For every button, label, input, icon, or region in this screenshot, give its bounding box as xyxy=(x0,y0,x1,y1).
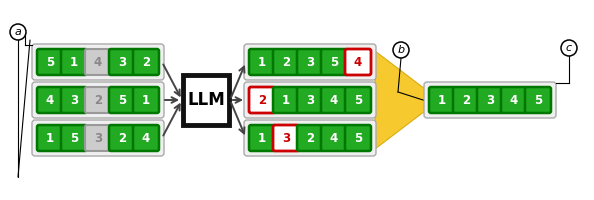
Text: 5: 5 xyxy=(118,94,126,106)
Text: 3: 3 xyxy=(486,94,494,106)
FancyBboxPatch shape xyxy=(244,120,376,156)
Text: 4: 4 xyxy=(330,132,338,144)
Text: 5: 5 xyxy=(70,132,78,144)
Text: 3: 3 xyxy=(306,55,314,68)
FancyBboxPatch shape xyxy=(273,87,299,113)
Text: 3: 3 xyxy=(282,132,290,144)
FancyBboxPatch shape xyxy=(321,87,347,113)
Text: b: b xyxy=(397,45,405,55)
FancyBboxPatch shape xyxy=(85,49,111,75)
Text: 4: 4 xyxy=(510,94,518,106)
FancyBboxPatch shape xyxy=(109,125,135,151)
FancyBboxPatch shape xyxy=(345,87,371,113)
FancyBboxPatch shape xyxy=(32,120,164,156)
FancyBboxPatch shape xyxy=(109,87,135,113)
Text: 3: 3 xyxy=(306,94,314,106)
Text: c: c xyxy=(566,43,572,53)
FancyBboxPatch shape xyxy=(477,87,503,113)
FancyBboxPatch shape xyxy=(501,87,527,113)
Circle shape xyxy=(393,42,409,58)
Text: a: a xyxy=(15,27,21,37)
FancyBboxPatch shape xyxy=(345,49,371,75)
FancyBboxPatch shape xyxy=(61,125,87,151)
FancyBboxPatch shape xyxy=(453,87,479,113)
FancyBboxPatch shape xyxy=(429,87,455,113)
FancyBboxPatch shape xyxy=(32,82,164,118)
Text: 2: 2 xyxy=(118,132,126,144)
Text: 2: 2 xyxy=(258,94,266,106)
Text: 3: 3 xyxy=(70,94,78,106)
Text: 3: 3 xyxy=(118,55,126,68)
FancyBboxPatch shape xyxy=(133,87,159,113)
Text: 1: 1 xyxy=(282,94,290,106)
Text: 3: 3 xyxy=(94,132,102,144)
Text: 1: 1 xyxy=(70,55,78,68)
FancyBboxPatch shape xyxy=(321,49,347,75)
FancyBboxPatch shape xyxy=(273,125,299,151)
FancyBboxPatch shape xyxy=(525,87,551,113)
Circle shape xyxy=(10,24,26,40)
Text: 1: 1 xyxy=(258,132,266,144)
Text: 2: 2 xyxy=(94,94,102,106)
FancyBboxPatch shape xyxy=(32,44,164,80)
Text: 1: 1 xyxy=(142,94,150,106)
Text: 2: 2 xyxy=(306,132,314,144)
Text: 4: 4 xyxy=(46,94,54,106)
FancyBboxPatch shape xyxy=(61,49,87,75)
Text: 1: 1 xyxy=(258,55,266,68)
Circle shape xyxy=(561,40,577,56)
FancyBboxPatch shape xyxy=(37,49,63,75)
Text: 2: 2 xyxy=(282,55,290,68)
FancyBboxPatch shape xyxy=(297,125,323,151)
FancyBboxPatch shape xyxy=(133,125,159,151)
FancyBboxPatch shape xyxy=(249,125,275,151)
FancyBboxPatch shape xyxy=(321,125,347,151)
Polygon shape xyxy=(375,51,425,149)
Text: 5: 5 xyxy=(46,55,54,68)
FancyBboxPatch shape xyxy=(244,44,376,80)
Text: 1: 1 xyxy=(46,132,54,144)
Text: 4: 4 xyxy=(94,55,102,68)
Text: 4: 4 xyxy=(354,55,362,68)
FancyBboxPatch shape xyxy=(109,49,135,75)
Text: 4: 4 xyxy=(330,94,338,106)
Text: 2: 2 xyxy=(462,94,470,106)
FancyBboxPatch shape xyxy=(424,82,556,118)
FancyBboxPatch shape xyxy=(249,49,275,75)
FancyBboxPatch shape xyxy=(297,49,323,75)
FancyBboxPatch shape xyxy=(85,125,111,151)
Text: LLM: LLM xyxy=(187,91,225,109)
FancyBboxPatch shape xyxy=(183,75,229,125)
Text: 2: 2 xyxy=(142,55,150,68)
Text: 5: 5 xyxy=(354,94,362,106)
Text: 5: 5 xyxy=(534,94,542,106)
Text: 4: 4 xyxy=(142,132,150,144)
Text: 5: 5 xyxy=(330,55,338,68)
FancyBboxPatch shape xyxy=(133,49,159,75)
FancyBboxPatch shape xyxy=(249,87,275,113)
FancyBboxPatch shape xyxy=(37,87,63,113)
FancyBboxPatch shape xyxy=(37,125,63,151)
FancyBboxPatch shape xyxy=(244,82,376,118)
FancyBboxPatch shape xyxy=(61,87,87,113)
FancyBboxPatch shape xyxy=(297,87,323,113)
FancyBboxPatch shape xyxy=(85,87,111,113)
FancyBboxPatch shape xyxy=(273,49,299,75)
FancyBboxPatch shape xyxy=(345,125,371,151)
Text: 5: 5 xyxy=(354,132,362,144)
Text: 1: 1 xyxy=(438,94,446,106)
